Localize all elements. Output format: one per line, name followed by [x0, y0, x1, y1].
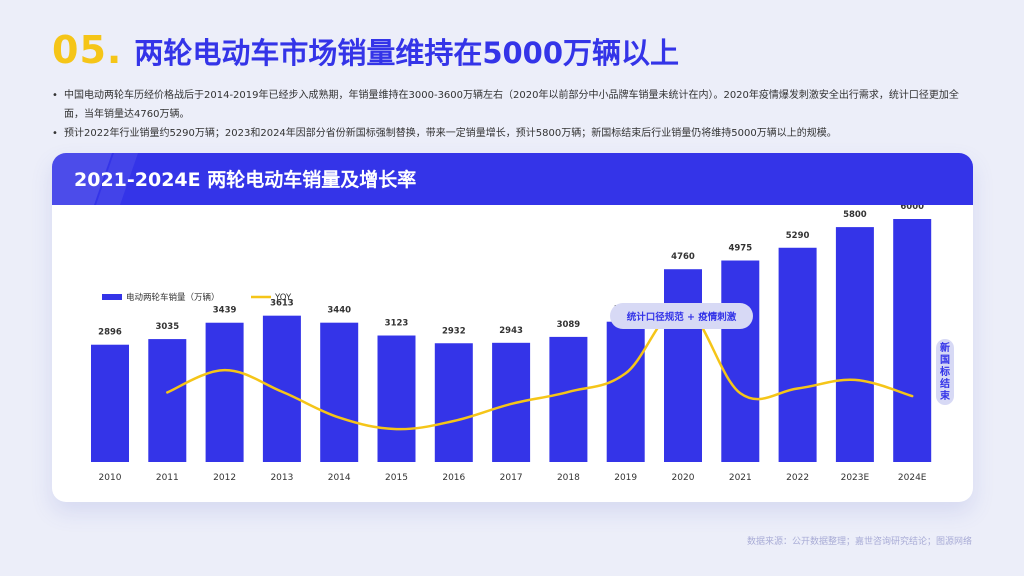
x-tick-label: 2015 — [385, 473, 408, 483]
x-tick-label: 2023E — [841, 473, 870, 483]
x-tick-label: 2017 — [500, 473, 523, 483]
bullet-item: 预计2022年行业销量约5290万辆；2023和2024年因部分省份新国标强制替… — [52, 124, 974, 143]
legend-swatch-bar — [102, 294, 122, 300]
annotation-text: 统计口径规范 + 疫情刺激 — [627, 311, 737, 323]
annotation-text-vertical: 新国标结束 — [939, 341, 951, 402]
bar — [606, 321, 645, 462]
data-label: 3123 — [385, 319, 409, 329]
x-tick-label: 2012 — [213, 473, 236, 483]
bar — [148, 339, 187, 462]
bullet-item: 中国电动两轮车历经价格战后于2014-2019年已经步入成熟期，年销量维持在30… — [52, 86, 974, 124]
bar — [778, 247, 817, 462]
chart: 2896 2010 3035 2011 3439 2012 3613 2013 3440 2014… — [91, 205, 954, 483]
x-tick-label: 2020 — [672, 473, 695, 483]
bar — [893, 219, 932, 462]
x-tick-label: 2022 — [786, 473, 809, 483]
page-title: 05. 两轮电动车市场销量维持在5000万辆以上 — [52, 28, 679, 72]
bar — [205, 322, 244, 462]
bar — [492, 342, 531, 462]
legend-label: YOY — [274, 293, 292, 303]
x-tick-label: 2014 — [328, 473, 351, 483]
card-title: 2021-2024E 两轮电动车销量及增长率 — [74, 169, 417, 191]
data-label: 3035 — [155, 322, 179, 332]
x-tick-label: 2024E — [898, 473, 927, 483]
data-label: 5800 — [843, 210, 867, 220]
bar — [835, 227, 874, 462]
data-label: 2932 — [442, 326, 466, 336]
x-tick-label: 2021 — [729, 473, 752, 483]
annotation-pill — [610, 303, 753, 329]
bar — [549, 336, 588, 462]
bar — [434, 343, 473, 462]
legend-label: 电动两轮车销量（万辆） — [126, 292, 220, 303]
bar — [91, 344, 129, 462]
annotation-pill-vertical — [936, 339, 954, 405]
card-header — [52, 153, 973, 205]
x-tick-label: 2011 — [156, 473, 179, 483]
bar — [664, 269, 702, 462]
x-tick-label: 2013 — [270, 473, 293, 483]
bar — [721, 260, 760, 462]
title-text: 两轮电动车市场销量维持在5000万辆以上 — [134, 36, 680, 70]
bar — [320, 322, 359, 462]
data-label: 2896 — [98, 328, 122, 338]
yoy-line — [166, 305, 914, 431]
data-label: 5290 — [786, 231, 810, 241]
bullet-list: 中国电动两轮车历经价格战后于2014-2019年已经步入成熟期，年销量维持在30… — [52, 86, 974, 143]
bar — [377, 335, 416, 462]
data-label: 4760 — [671, 252, 695, 262]
source-note: 数据来源：公开数据整理；嘉世咨询研究结论；图源网络 — [746, 537, 972, 547]
x-tick-label: 2016 — [442, 473, 465, 483]
data-label: 2943 — [499, 326, 523, 336]
title-number: 05. — [52, 28, 123, 72]
data-label: 3440 — [327, 306, 351, 316]
x-tick-label: 2019 — [614, 473, 637, 483]
data-label: 6000 — [900, 205, 924, 212]
data-label: 3089 — [557, 320, 581, 330]
chart-card: 2021-2024E 两轮电动车销量及增长率 2896 2010 3035 2011 3… — [52, 153, 973, 502]
data-label: 4975 — [728, 244, 752, 254]
data-label: 3613 — [270, 299, 294, 309]
x-tick-label: 2010 — [99, 473, 122, 483]
bar — [262, 315, 301, 462]
x-tick-label: 2018 — [557, 473, 580, 483]
data-label: 3439 — [213, 306, 237, 316]
